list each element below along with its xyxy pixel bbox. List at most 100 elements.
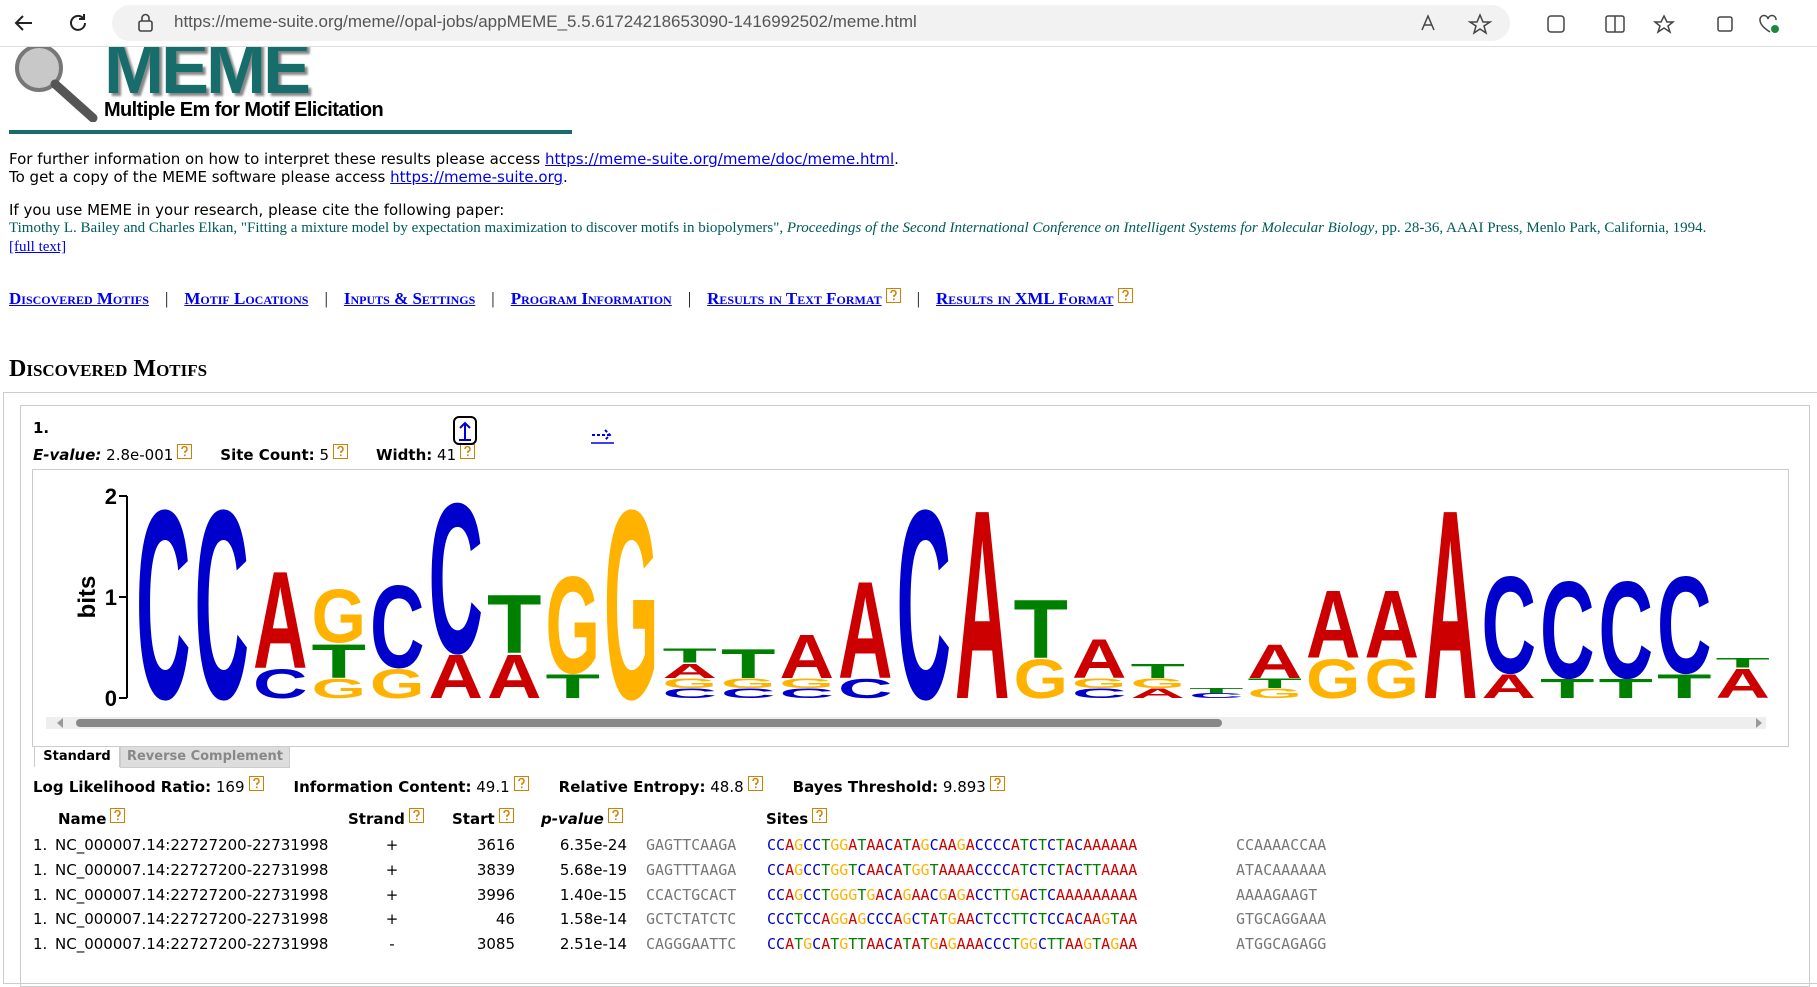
info-text: For further information on how to interp…	[9, 150, 541, 168]
help-icon[interactable]	[747, 776, 763, 791]
reload-button[interactable]	[67, 12, 89, 34]
nav-link[interactable]: Results in Text Format	[707, 289, 882, 308]
stat-value: 48.8	[710, 778, 744, 796]
help-icon[interactable]	[989, 776, 1005, 791]
logo-letter: T	[1131, 660, 1187, 683]
logo-letter: G	[1131, 675, 1186, 691]
meme-magnifier-logo	[15, 46, 98, 122]
stat-label: Relative Entropy:	[558, 778, 706, 796]
base: C	[1046, 836, 1056, 854]
info-link[interactable]: https://meme-suite.org/meme/doc/meme.htm…	[544, 150, 895, 168]
base: T	[1019, 910, 1029, 929]
base: A	[1101, 836, 1111, 854]
logo-letter: G	[312, 673, 367, 704]
back-button[interactable]	[12, 12, 34, 34]
logo-letter: A	[1423, 454, 1478, 756]
base: C	[929, 885, 939, 904]
base: C	[1028, 885, 1038, 904]
nav-link[interactable]: Program Information	[510, 289, 672, 308]
base: A	[893, 860, 903, 879]
base: C	[812, 860, 822, 879]
logo-letter: C	[253, 660, 308, 707]
base: T	[1037, 860, 1047, 879]
tab[interactable]: Reverse Complement	[120, 746, 290, 768]
base: G	[1083, 935, 1093, 954]
help-icon[interactable]	[332, 444, 348, 459]
help-glyph	[816, 810, 823, 821]
help-icon[interactable]	[885, 288, 901, 303]
base: G	[803, 935, 813, 954]
cite-intro: If you use MEME in your research, please…	[9, 201, 505, 219]
base: T	[1019, 860, 1029, 879]
row-number: 1.	[33, 860, 48, 879]
base: T	[1010, 910, 1020, 929]
base: C	[776, 836, 786, 854]
help-icon[interactable]	[498, 808, 514, 823]
help-icon[interactable]	[248, 776, 264, 791]
base: G	[794, 885, 804, 904]
help-icon[interactable]	[1117, 288, 1133, 303]
help-icon[interactable]	[607, 808, 623, 823]
stat-label: Log Likelihood Ratio:	[33, 778, 212, 796]
base: A	[893, 935, 903, 954]
help-glyph	[413, 810, 420, 821]
base: C	[767, 885, 777, 904]
base: T	[857, 935, 867, 954]
info-line: To get a copy of the MEME software pleas…	[9, 168, 568, 186]
info-link[interactable]: https://meme-suite.org	[390, 168, 564, 186]
nav-link[interactable]: Results in XML Format	[936, 289, 1114, 308]
left-flank: CAGGGAATTC	[646, 935, 737, 954]
scroll-left[interactable]	[57, 718, 63, 728]
base: T	[902, 860, 912, 879]
base: A	[1119, 836, 1129, 854]
base: A	[1119, 935, 1129, 954]
base: A	[1110, 885, 1120, 904]
p-value: 1.40e-15	[559, 885, 627, 904]
help-glyph	[181, 446, 189, 457]
help-icon[interactable]	[408, 808, 424, 823]
y-axis-label: bits	[74, 576, 101, 619]
lock-icon[interactable]	[137, 13, 155, 33]
base: C	[776, 910, 786, 929]
nav-link[interactable]: Motif Locations	[184, 289, 309, 308]
logo-letter: A	[955, 454, 1010, 756]
base: C	[767, 910, 777, 929]
scroll-right[interactable]	[1756, 718, 1762, 728]
logo-letter: T	[487, 578, 542, 671]
strand: +	[385, 910, 399, 929]
p-value: 2.51e-14	[559, 935, 627, 954]
base: A	[1101, 935, 1111, 954]
base: A	[1128, 860, 1138, 879]
base: T	[1056, 935, 1066, 954]
next-arrow[interactable]	[590, 425, 616, 445]
base: A	[1092, 836, 1102, 854]
download-button[interactable]	[452, 415, 480, 447]
base: C	[1074, 860, 1084, 879]
nav-link[interactable]: Discovered Motifs	[9, 289, 149, 308]
help-icon[interactable]	[812, 808, 828, 823]
base: G	[920, 836, 930, 854]
base: C	[974, 860, 984, 879]
url[interactable]: https://meme-suite.org/meme//opal-jobs/a…	[174, 12, 917, 31]
browser-icons[interactable]	[1420, 12, 1780, 36]
base: C	[1074, 910, 1084, 929]
help-icon[interactable]	[513, 776, 529, 791]
help-icon[interactable]	[110, 808, 126, 823]
address-bar[interactable]	[112, 5, 1510, 41]
full-text-link[interactable]: [full text]	[9, 239, 67, 255]
scrollbar-thumb[interactable]	[76, 719, 1222, 727]
base: C	[1046, 860, 1056, 879]
base: T	[920, 910, 930, 929]
base: T	[830, 935, 840, 954]
base: A	[1074, 885, 1084, 904]
base: T	[983, 910, 993, 929]
help-glyph	[751, 778, 759, 789]
nav-bar: Discovered Motifs | Motif Locations | Inputs…	[9, 288, 1133, 309]
help-icon[interactable]	[177, 444, 193, 459]
base: C	[992, 836, 1002, 854]
base: G	[1019, 935, 1029, 954]
base: T	[1092, 860, 1102, 879]
site: CCAGCCTGGGTGACAGAACGAGACCTTGACTCAAAAAAAA…	[767, 886, 1137, 904]
nav-link[interactable]: Inputs & Settings	[343, 289, 476, 308]
tab-active[interactable]: Standard	[34, 746, 120, 767]
